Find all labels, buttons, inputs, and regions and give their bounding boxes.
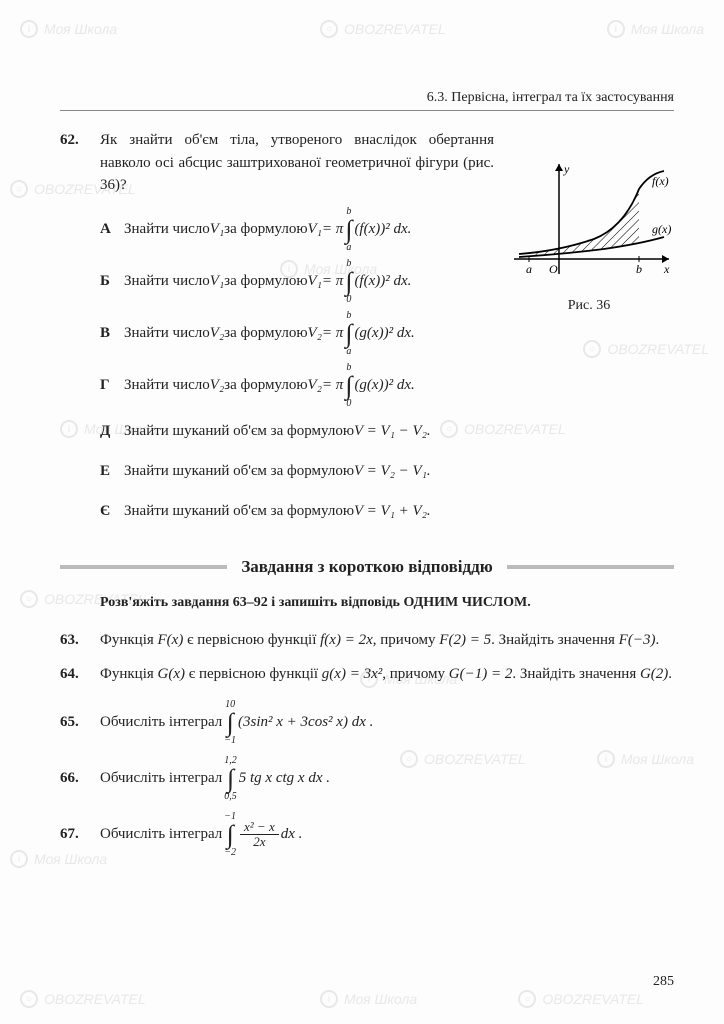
- fraction: x² − x 2x: [240, 820, 279, 850]
- problem-66: 66. Обчисліть інтеграл 1,2∫0,5 5 tg x ct…: [60, 756, 674, 802]
- axis-y-label: y: [563, 162, 570, 176]
- problem-number: 62.: [60, 129, 100, 197]
- problem-67: 67. Обчисліть інтеграл −1∫−2 x² − x 2x d…: [60, 812, 674, 858]
- option-F: Е Знайти шуканий об'єм за формулою V = V…: [100, 455, 520, 489]
- option-G: Є Знайти шуканий об'єм за формулою V = V…: [100, 495, 520, 529]
- page-content: 6.3. Первісна, інтеграл та їх застосуван…: [60, 90, 674, 984]
- watermark: ○OBOZREVATEL: [518, 990, 644, 1008]
- option-E: Д Знайти шуканий об'єм за формулою V = V…: [100, 415, 520, 449]
- axis-x-label: x: [663, 262, 670, 276]
- section-title: Завдання з короткою відповіддю: [227, 557, 506, 577]
- page-number: 285: [653, 974, 674, 990]
- watermark: iМоя Школа: [20, 20, 117, 38]
- section-divider: Завдання з короткою відповіддю: [60, 557, 674, 577]
- figure-36: y x O a b f(x) g(x) Рис. 36: [504, 159, 674, 314]
- watermark: ○OBOZREVATEL: [20, 990, 146, 1008]
- origin-label: O: [549, 262, 558, 276]
- problem-65: 65. Обчисліть інтеграл 10∫−1 (3sin² x + …: [60, 700, 674, 746]
- figure-caption: Рис. 36: [504, 298, 674, 314]
- b-label: b: [636, 262, 642, 276]
- option-D: Г Знайти число V₂ за формулою V₂ = π b∫0…: [100, 363, 520, 409]
- section-header: 6.3. Первісна, інтеграл та їх застосуван…: [60, 90, 674, 111]
- watermark: iМоя Школа: [320, 990, 417, 1008]
- watermark: ○OBOZREVATEL: [320, 20, 446, 38]
- problem-62-options: А Знайти число V₁ за формулою V₁ = π b ∫…: [100, 207, 520, 529]
- g-label: g(x): [652, 222, 671, 236]
- watermark: iМоя Школа: [607, 20, 704, 38]
- problem-63: 63. Функція F(x) є первісною функції f(x…: [60, 629, 674, 652]
- integral: b ∫ a: [345, 207, 352, 253]
- option-A: А Знайти число V₁ за формулою V₁ = π b ∫…: [100, 207, 520, 253]
- option-C: В Знайти число V₂ за формулою V₂ = π b∫a…: [100, 311, 520, 357]
- option-B: Б Знайти число V₁ за формулою V₁ = π b∫0…: [100, 259, 520, 305]
- a-label: a: [526, 262, 532, 276]
- problem-64: 64. Функція G(x) є первісною функції g(x…: [60, 663, 674, 686]
- f-label: f(x): [652, 174, 669, 188]
- instruction: Розв'яжіть завдання 63–92 і запишіть від…: [100, 595, 674, 611]
